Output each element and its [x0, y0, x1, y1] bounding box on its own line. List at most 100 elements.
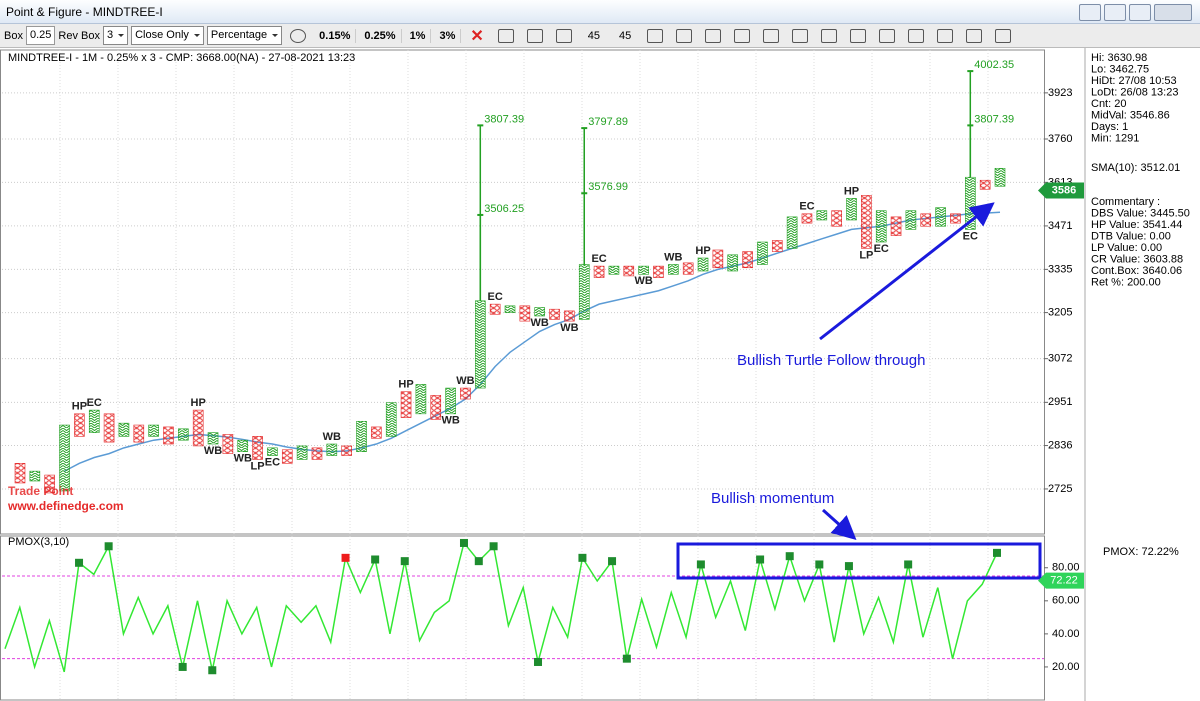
pnf-column [816, 210, 828, 221]
tool-icon[interactable] [821, 28, 838, 43]
signal-marker [904, 560, 913, 569]
tool-icon[interactable] [995, 28, 1012, 43]
pattern-tag: HP [695, 245, 710, 257]
pnf-column [192, 409, 204, 447]
method-select[interactable]: Close Only [131, 26, 204, 45]
pattern-tag: WB [204, 445, 222, 457]
tool-icon[interactable] [966, 28, 983, 43]
scale-select[interactable]: Percentage [206, 26, 283, 45]
commentary-line: Cont.Box: 3640.06 [1091, 265, 1182, 277]
pattern-tag: HP [398, 379, 413, 391]
pnf-column [44, 474, 55, 494]
refresh-icon[interactable] [290, 28, 307, 43]
tool-icon[interactable] [676, 28, 693, 43]
delete-icon[interactable]: ✕ [470, 27, 484, 45]
pattern-tag: EC [591, 253, 606, 265]
pnf-column [133, 424, 145, 443]
pnf-column [326, 443, 338, 456]
maximize-button[interactable] [1129, 4, 1151, 21]
target-label: 3797.89 [588, 116, 628, 128]
close-button[interactable] [1154, 4, 1192, 21]
y-tick-label: 40.00 [1052, 628, 1080, 640]
commentary-line: CR Value: 3603.88 [1091, 253, 1183, 265]
minimize-button[interactable] [1104, 4, 1126, 21]
tool-icon[interactable] [908, 28, 925, 43]
pattern-tag: EC [488, 291, 503, 303]
pnf-column [222, 434, 234, 454]
pnf-column [252, 436, 263, 460]
title-bar: Point & Figure - MINDTREE-I [0, 0, 1200, 24]
pnf-column [29, 470, 41, 482]
signal-marker [208, 666, 217, 675]
tool-icon[interactable] [879, 28, 896, 43]
arrow [821, 508, 857, 541]
tool-icon[interactable] [555, 28, 572, 43]
y-tick-label: 2836 [1048, 439, 1072, 451]
rev-box-select[interactable]: 3 [102, 26, 129, 45]
preset-button[interactable]: 0.15% [314, 28, 357, 43]
pnf-column [950, 213, 961, 224]
tool-icon[interactable] [647, 28, 664, 43]
pnf-column [88, 409, 100, 433]
preset-button[interactable]: 3% [434, 28, 462, 43]
commentary-line: DBS Value: 3445.50 [1091, 207, 1190, 219]
settings-button[interactable] [1079, 4, 1101, 21]
y-tick-label: 3335 [1048, 263, 1072, 275]
signal-marker [341, 553, 350, 562]
pattern-tag: HP [72, 401, 87, 413]
draw-icon[interactable] [497, 28, 514, 43]
pnf-column [697, 257, 709, 272]
signal-marker [474, 557, 483, 566]
pattern-tag: EC [874, 243, 889, 255]
tool-icon[interactable] [850, 28, 867, 43]
pnf-column [578, 264, 590, 320]
tool-icon[interactable] [792, 28, 809, 43]
tool-icon[interactable] [526, 28, 543, 43]
tool-icon[interactable] [763, 28, 780, 43]
signal-marker [844, 562, 853, 571]
y-tick-label: 3760 [1048, 133, 1072, 145]
y-tick-label: 3471 [1048, 220, 1072, 232]
pnf-column [281, 449, 293, 464]
pnf-column [668, 264, 679, 275]
box-input[interactable]: 0.25 [25, 26, 56, 45]
pnf-column [771, 240, 783, 252]
window-title: Point & Figure - MINDTREE-I [6, 5, 163, 19]
tool-icon[interactable] [734, 28, 751, 43]
commentary-line: Commentary : [1091, 196, 1160, 208]
commentary-line: LP Value: 0.00 [1091, 242, 1162, 254]
info-line: Lo: 3462.75 [1091, 63, 1149, 75]
pnf-column [653, 265, 664, 278]
info-line: HiDt: 27/08 10:53 [1091, 75, 1177, 87]
pnf-column [296, 445, 308, 460]
chart-header: MINDTREE-I - 1M - 0.25% x 3 - CMP: 3668.… [8, 52, 355, 64]
pnf-column [519, 305, 531, 322]
arrow [819, 202, 995, 341]
pnf-column [727, 254, 739, 272]
preset-button[interactable]: 1% [405, 28, 432, 43]
pnf-column [415, 384, 427, 415]
tool-icon[interactable] [937, 28, 954, 43]
pnf-column [890, 216, 902, 236]
pnf-column [59, 424, 70, 492]
pnf-column [801, 213, 813, 224]
pnf-column [103, 413, 115, 443]
pnf-column [163, 426, 174, 445]
preset-button[interactable]: 0.25% [359, 28, 402, 43]
tool-icon[interactable] [705, 28, 722, 43]
pnf-column [445, 387, 456, 415]
price-tag-box [1038, 182, 1084, 199]
y-tick-label: 3923 [1048, 87, 1072, 99]
pnf-column [489, 303, 501, 315]
pnf-column [994, 167, 1006, 187]
pattern-tag: EC [799, 201, 814, 213]
signal-marker [785, 552, 794, 561]
pattern-tag: HP [191, 397, 206, 409]
angle-button[interactable]: 45 [587, 29, 601, 42]
pattern-tag: WB [456, 375, 474, 387]
signal-marker [178, 662, 187, 671]
angle-button[interactable]: 45 [619, 29, 632, 42]
value-tag: 72.22 [1050, 575, 1078, 587]
sma-readout: SMA(10): 3512.01 [1091, 162, 1180, 174]
y-tick-label: 60.00 [1052, 595, 1080, 607]
